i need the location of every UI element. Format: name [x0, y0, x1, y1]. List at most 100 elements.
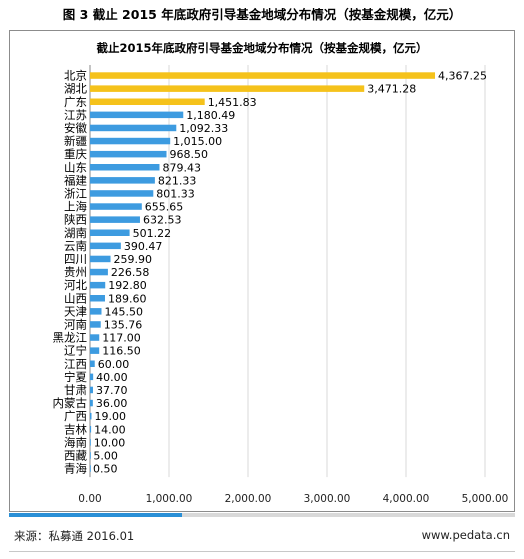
x-tick-label: 2,000.00 [225, 493, 272, 505]
bar [90, 242, 121, 250]
value-label: 116.50 [102, 345, 140, 358]
value-label: 40.00 [96, 371, 128, 384]
figure-caption: 图 3 截止 2015 年底政府引导基金地域分布情况（按基金规模，亿元） [62, 7, 462, 22]
bar [90, 295, 105, 302]
value-label: 259.90 [114, 253, 153, 266]
category-label: 湖北 [64, 82, 87, 96]
bar [90, 347, 100, 354]
bar-chart: 截止2015年底政府引导基金地域分布情况（按基金规模，亿元） 北京湖北广东江苏安… [53, 41, 509, 505]
value-labels: 4,367.25 3,471.28 1,451.831,180.491,092.33… [93, 70, 487, 476]
bars [90, 72, 436, 472]
value-label: 968.50 [170, 148, 209, 161]
value-label: 145.50 [104, 305, 143, 318]
bar [90, 268, 108, 276]
chart-frame: 截止2015年底政府引导基金地域分布情况（按基金规模，亿元） 北京 湖北 广东 江苏安… [9, 30, 515, 512]
category-label: 广西 [64, 409, 87, 423]
category-label: 福建 [64, 173, 87, 187]
bar [90, 399, 93, 407]
footer-accent-bar [9, 513, 182, 517]
category-labels: 北京湖北广东江苏安徽新疆重庆山东福建浙江上海陕西湖南云南四川贵州河北山西天津河南… [53, 69, 88, 476]
category-label: 宁夏 [64, 370, 87, 384]
category-label: 贵州 [64, 265, 87, 279]
value-label: 36.00 [96, 397, 128, 410]
bar [90, 190, 154, 197]
category-label: 甘肃 [64, 383, 87, 397]
footer-divider [9, 513, 515, 517]
value-label: 14.00 [94, 423, 126, 436]
category-label: 辽宁 [64, 344, 87, 358]
bar [90, 177, 155, 184]
bar [90, 150, 167, 158]
category-label: 安徽 [64, 121, 87, 135]
bar [90, 386, 93, 394]
value-label: 117.00 [102, 332, 141, 345]
value-label: 226.58 [111, 266, 149, 279]
value-label: 1,451.83 [208, 96, 257, 109]
bar [90, 111, 184, 119]
value-label: 19.00 [95, 410, 127, 423]
chart-title: 截止2015年底政府引导基金地域分布情况（按基金规模，亿元） [96, 41, 427, 55]
value-label: 501.22 [133, 227, 172, 240]
bar [90, 137, 171, 145]
category-label: 江西 [64, 357, 87, 371]
category-label: 山东 [64, 160, 87, 174]
value-label: 192.80 [108, 279, 147, 292]
value-label: 135.76 [104, 318, 143, 331]
value-label: 37.70 [96, 384, 128, 397]
value-label: 879.43 [162, 161, 201, 174]
category-label: 海南 [64, 435, 87, 449]
bar [90, 308, 102, 315]
category-label: 黑龙江 [53, 331, 88, 345]
x-tick-label: 1,000.00 [146, 493, 193, 505]
category-label: 河北 [64, 278, 87, 292]
value-label: 4,367.25 [438, 70, 487, 83]
x-tick-labels: 0.00 1,000.00 2,000.00 3,000.00 4,000.00 5,00… [78, 493, 508, 505]
value-label: 5.00 [93, 449, 118, 462]
value-label: 189.60 [108, 292, 146, 305]
value-label: 10.00 [94, 436, 126, 449]
bar [90, 255, 111, 263]
bar [90, 452, 91, 459]
x-tick-label: 0.00 [78, 493, 101, 505]
category-label: 浙江 [64, 186, 87, 200]
bar [90, 412, 92, 420]
category-label: 青海 [64, 462, 87, 476]
bar [90, 373, 94, 381]
x-tick-label: 4,000.00 [383, 493, 430, 505]
category-label: 重庆 [64, 147, 87, 161]
value-label: 1,092.33 [179, 122, 228, 135]
category-label: 陕西 [64, 213, 87, 227]
bar [90, 124, 177, 132]
category-label: 湖南 [64, 226, 87, 240]
bottom-rule [9, 551, 515, 552]
category-label: 内蒙古 [53, 396, 88, 410]
category-label: 天津 [64, 304, 87, 318]
value-label: 1,180.49 [186, 109, 235, 122]
value-label: 0.50 [93, 463, 118, 476]
bar [90, 360, 95, 367]
value-label: 60.00 [98, 358, 129, 371]
bar [90, 216, 140, 223]
bar [90, 439, 91, 446]
bar [90, 321, 101, 328]
value-label: 655.65 [145, 201, 184, 214]
value-label: 821.33 [158, 174, 197, 187]
category-label: 上海 [64, 200, 87, 214]
value-label: 390.47 [124, 240, 163, 253]
bar [90, 229, 130, 236]
value-label: 3,471.28 [367, 83, 416, 96]
value-label: 632.53 [143, 214, 182, 227]
category-label: 江苏 [64, 108, 87, 122]
bar [90, 465, 91, 472]
x-tick-label: 5,000.00 [462, 493, 509, 505]
category-label: 吉林 [64, 422, 87, 436]
bar [90, 98, 205, 105]
bar [90, 281, 106, 289]
category-label: 山西 [64, 291, 87, 305]
category-label: 四川 [64, 252, 87, 266]
category-label: 北京 [64, 69, 87, 83]
source-note: 来源：私募通 2016.01 [14, 529, 135, 543]
website-link[interactable]: www.pedata.cn [421, 528, 510, 542]
category-label: 河南 [64, 317, 87, 331]
bar [90, 72, 436, 79]
